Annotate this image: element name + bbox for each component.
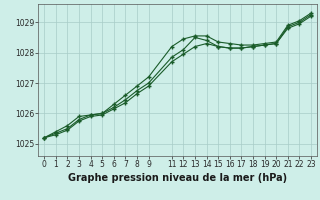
X-axis label: Graphe pression niveau de la mer (hPa): Graphe pression niveau de la mer (hPa): [68, 173, 287, 183]
